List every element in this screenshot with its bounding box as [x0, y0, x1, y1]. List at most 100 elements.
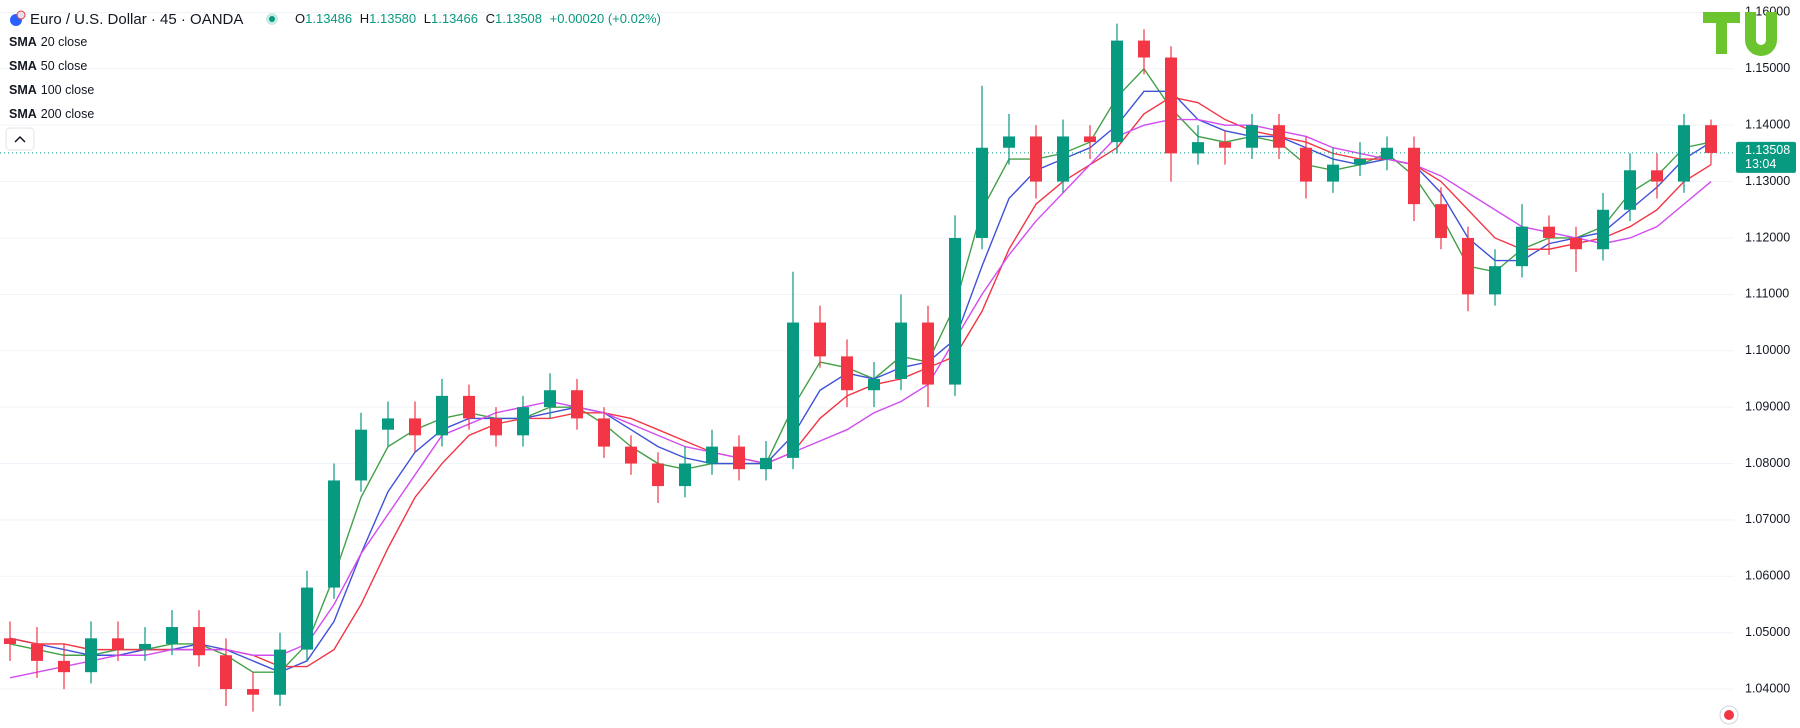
indicator-name: SMA [9, 59, 37, 73]
candle-body [679, 463, 691, 487]
y-tick-label: 1.12000 [1745, 230, 1790, 244]
indicator-label: SMA 100 close [9, 83, 94, 97]
logo-shape [1716, 12, 1727, 54]
candle-body [706, 446, 718, 464]
candle-body [355, 429, 367, 481]
indicator-params: 200 close [41, 107, 95, 121]
candle-body [1408, 147, 1420, 205]
candle-body [1273, 125, 1285, 148]
sma-line [9, 67, 1712, 673]
candle-body [1138, 40, 1150, 58]
ohlc-key: L [424, 11, 431, 26]
last-price-tag [1736, 141, 1796, 173]
ohlc-value: 1.13466 [431, 11, 478, 26]
candle-body [625, 446, 637, 464]
candle-body [1516, 226, 1528, 267]
chevron-icon [14, 135, 26, 143]
y-tick-label: 1.16000 [1745, 5, 1790, 19]
candle-body [166, 627, 178, 644]
candle-body [1489, 266, 1501, 295]
flag-icon [1719, 705, 1739, 725]
ohlc-key: O [295, 11, 305, 26]
candle-body [1219, 142, 1231, 148]
candle-body [1597, 209, 1609, 250]
candle-body [301, 587, 313, 650]
grid [0, 11, 1734, 690]
candle-body [1192, 142, 1204, 154]
logo [1703, 12, 1777, 56]
candle-body [1543, 226, 1555, 238]
symbol-header: Euro / U.S. Dollar · 45 · OANDA O1.13486… [10, 10, 661, 28]
candle-body [841, 356, 853, 391]
y-tick-label: 1.05000 [1745, 625, 1790, 639]
collapse-button-box[interactable] [5, 127, 35, 151]
indicator-legend: SMA 20 close SMA 50 close SMA 100 close SMA 200… [9, 35, 94, 121]
candle-body [1165, 57, 1177, 154]
ohlc-value: 1.13580 [369, 11, 416, 26]
indicator-label: SMA 200 close [9, 107, 94, 121]
candle-body [868, 378, 880, 391]
symbol-title: Euro / U.S. Dollar · 45 · OANDA [30, 11, 243, 28]
candle-body [490, 418, 502, 436]
y-tick-label: 1.14000 [1745, 117, 1790, 131]
candle-body [1354, 159, 1366, 165]
symbol-icon [16, 10, 26, 20]
ohlc-key: H [360, 11, 369, 26]
indicator-label: SMA 20 close [9, 35, 87, 49]
market-status [269, 16, 275, 22]
axis-background [1734, 0, 1800, 728]
candle-body [463, 395, 475, 419]
candle-body [1030, 136, 1042, 182]
candle-body [544, 390, 556, 408]
candle-body [922, 322, 934, 385]
y-tick-label: 1.15000 [1745, 61, 1790, 75]
indicator-name: SMA [9, 83, 37, 97]
candle-body [1435, 204, 1447, 238]
indicator-name: SMA [9, 107, 37, 121]
indicator-params: 20 close [41, 35, 88, 49]
collapse-button[interactable] [5, 127, 35, 151]
candle-body [814, 322, 826, 357]
candle-body [571, 390, 583, 419]
candles [4, 23, 1717, 712]
ohlc-legend: O1.13486 H1.13580 L1.13466 C1.13508 +0.0… [295, 11, 661, 26]
indicator-params: 100 close [41, 83, 95, 97]
candle-body [220, 655, 232, 690]
candle-body [895, 322, 907, 379]
candle-body [787, 322, 799, 458]
y-tick-label: 1.09000 [1745, 399, 1790, 413]
indicator-label: SMA 50 close [9, 59, 87, 73]
candle-body [1084, 136, 1096, 143]
candle-body [598, 418, 610, 447]
candle-body [1003, 136, 1015, 148]
candle-body [409, 418, 421, 436]
candle-body [760, 457, 772, 470]
indicator-name: SMA [9, 35, 37, 49]
candle-body [247, 689, 259, 695]
candle-body [382, 418, 394, 430]
logo-shape [1745, 12, 1777, 56]
candle-body [976, 147, 988, 238]
last-price-label: 1.13508 [1745, 143, 1790, 157]
change: +0.00020 (+0.02%) [550, 11, 661, 26]
candle-body [58, 660, 70, 673]
candle-body [1057, 136, 1069, 182]
indicator-params: 50 close [41, 59, 88, 73]
countdown-label: 13:04 [1745, 157, 1776, 171]
candle-body [1246, 125, 1258, 148]
price-axis: 1.04000 1.05000 1.06000 1.07000 1.08000 1.090… [1734, 0, 1800, 728]
sma-line [9, 118, 1712, 679]
candle-body [517, 407, 529, 436]
candle-body [949, 237, 961, 385]
y-tick-label: 1.04000 [1745, 681, 1790, 695]
ohlc-value: 1.13508 [495, 11, 542, 26]
ohlc-value: 1.13486 [305, 11, 352, 26]
candle-body [112, 638, 124, 650]
flag-icon-dot [1724, 710, 1734, 720]
candle-body [1678, 125, 1690, 182]
candle-body [4, 638, 16, 644]
candle-body [652, 463, 664, 487]
y-tick-label: 1.08000 [1745, 456, 1790, 470]
candle-body [1570, 237, 1582, 250]
